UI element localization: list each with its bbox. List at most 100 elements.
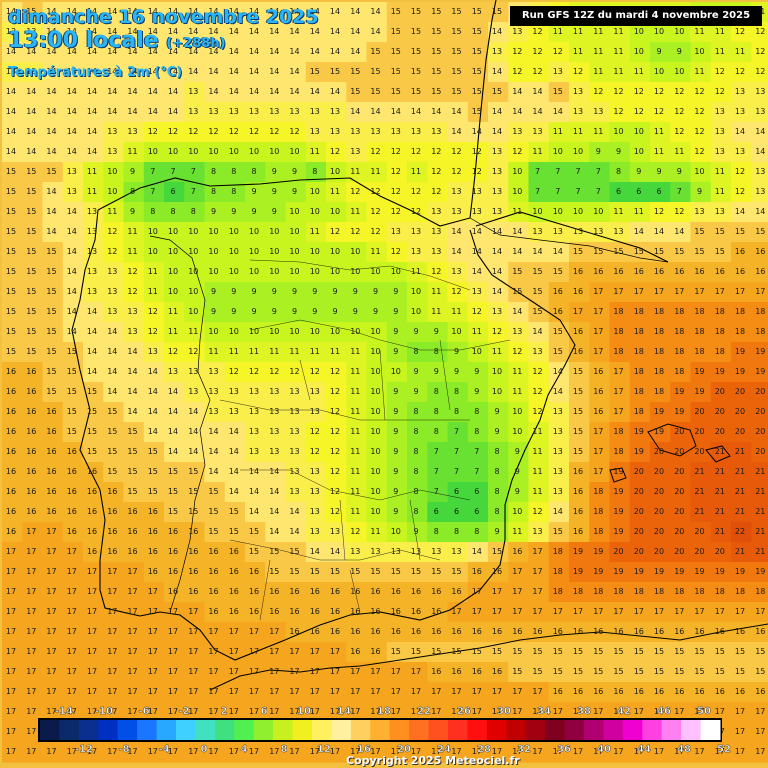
grid-value: 18: [613, 347, 623, 356]
grid-value: 17: [573, 307, 583, 316]
temperature-cell: [22, 582, 44, 603]
grid-value: 17: [492, 707, 502, 716]
grid-value: 12: [532, 27, 542, 36]
temperature-cell: [467, 702, 489, 723]
grid-value: 14: [127, 47, 137, 56]
temperature-cell: [528, 322, 550, 343]
temperature-cell: [164, 142, 185, 163]
grid-value: 15: [6, 167, 16, 176]
grid-value: 9: [413, 387, 418, 396]
grid-value: 15: [127, 487, 137, 496]
temperature-cell: [467, 322, 489, 343]
temperature-cell: [42, 702, 64, 723]
grid-value: 13: [107, 267, 117, 276]
grid-value: 16: [148, 547, 158, 556]
grid-value: 17: [512, 607, 522, 616]
temperature-cell: [245, 682, 266, 703]
temperature-cell: [569, 602, 590, 623]
temperature-cell: [346, 122, 368, 143]
grid-value: 16: [208, 607, 218, 616]
grid-value: 13: [755, 87, 765, 96]
grid-value: 17: [107, 687, 117, 696]
temperature-cell: [589, 502, 611, 523]
temperature-cell: [751, 642, 768, 663]
temperature-cell: [265, 402, 287, 423]
grid-value: 9: [211, 307, 216, 316]
temperature-cell: [569, 322, 590, 343]
temperature-cell: [366, 562, 388, 583]
grid-value: 15: [573, 387, 583, 396]
grid-value: 15: [674, 647, 684, 656]
temperature-cell: [609, 502, 631, 523]
grid-value: 15: [472, 27, 482, 36]
temperature-cell: [42, 42, 64, 63]
grid-value: 8: [312, 167, 317, 176]
grid-value: 15: [451, 87, 461, 96]
grid-value: 19: [755, 567, 765, 576]
grid-value: 9: [393, 407, 398, 416]
temperature-cell: [123, 542, 145, 563]
grid-value: 14: [350, 107, 360, 116]
temperature-cell: [407, 582, 428, 603]
temperature-cell: [589, 122, 611, 143]
temperature-cell: [42, 262, 64, 283]
temperature-cell: [670, 242, 692, 263]
temperature-cell: [609, 562, 631, 583]
legend-label-top: 42: [617, 706, 631, 717]
grid-value: 15: [411, 87, 421, 96]
grid-value: 15: [391, 87, 401, 96]
grid-value: 21: [715, 487, 725, 496]
grid-value: 19: [613, 567, 623, 576]
temperature-cell: [22, 502, 44, 523]
grid-value: 14: [127, 27, 137, 36]
temperature-cell: [245, 142, 266, 163]
grid-value: 11: [127, 147, 137, 156]
temperature-cell: [569, 582, 590, 603]
temperature-cell: [731, 562, 752, 583]
grid-value: 8: [616, 167, 621, 176]
temperature-cell: [326, 322, 347, 343]
temperature-cell: [265, 362, 287, 383]
grid-value: 11: [350, 507, 360, 516]
temperature-cell: [285, 602, 307, 623]
grid-value: 17: [26, 547, 36, 556]
legend-swatch: [156, 720, 177, 740]
temperature-cell: [629, 62, 651, 83]
legend-label-bottom: 48: [677, 744, 691, 755]
grid-value: 17: [289, 747, 299, 756]
temperature-cell: [42, 242, 64, 263]
grid-value: 14: [46, 87, 56, 96]
temperature-cell: [650, 262, 671, 283]
temperature-cell: [488, 302, 509, 323]
grid-value: 14: [127, 407, 137, 416]
temperature-cell: [366, 202, 388, 223]
legend-swatch: [467, 720, 488, 740]
grid-value: 11: [350, 167, 360, 176]
temperature-cell: [204, 262, 226, 283]
grid-value: 12: [431, 187, 441, 196]
grid-value: 16: [593, 407, 603, 416]
grid-value: 16: [391, 587, 401, 596]
temperature-cell: [2, 182, 23, 203]
grid-value: 13: [593, 227, 603, 236]
temperature-cell: [386, 302, 408, 323]
grid-value: 10: [310, 267, 320, 276]
temperature-cell: [184, 422, 206, 443]
temperature-cell: [589, 402, 611, 423]
grid-value: 8: [413, 347, 418, 356]
temperature-cell: [224, 142, 246, 163]
temperature-cell: [305, 402, 327, 423]
temperature-cell: [62, 542, 84, 563]
temperature-cell: [184, 242, 206, 263]
temperature-cell: [670, 702, 692, 723]
grid-value: 15: [613, 247, 623, 256]
temperature-cell: [386, 402, 408, 423]
grid-value: 9: [413, 327, 418, 336]
temperature-cell: [285, 262, 307, 283]
temperature-cell: [508, 322, 530, 343]
temperature-cell: [204, 422, 226, 443]
grid-value: 14: [127, 107, 137, 116]
temperature-cell: [143, 142, 165, 163]
grid-value: 10: [188, 287, 198, 296]
grid-value: 15: [573, 367, 583, 376]
